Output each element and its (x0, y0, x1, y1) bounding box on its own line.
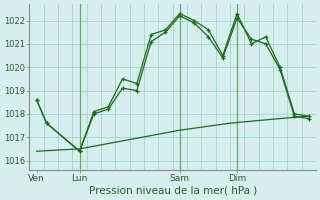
X-axis label: Pression niveau de la mer( hPa ): Pression niveau de la mer( hPa ) (89, 186, 257, 196)
